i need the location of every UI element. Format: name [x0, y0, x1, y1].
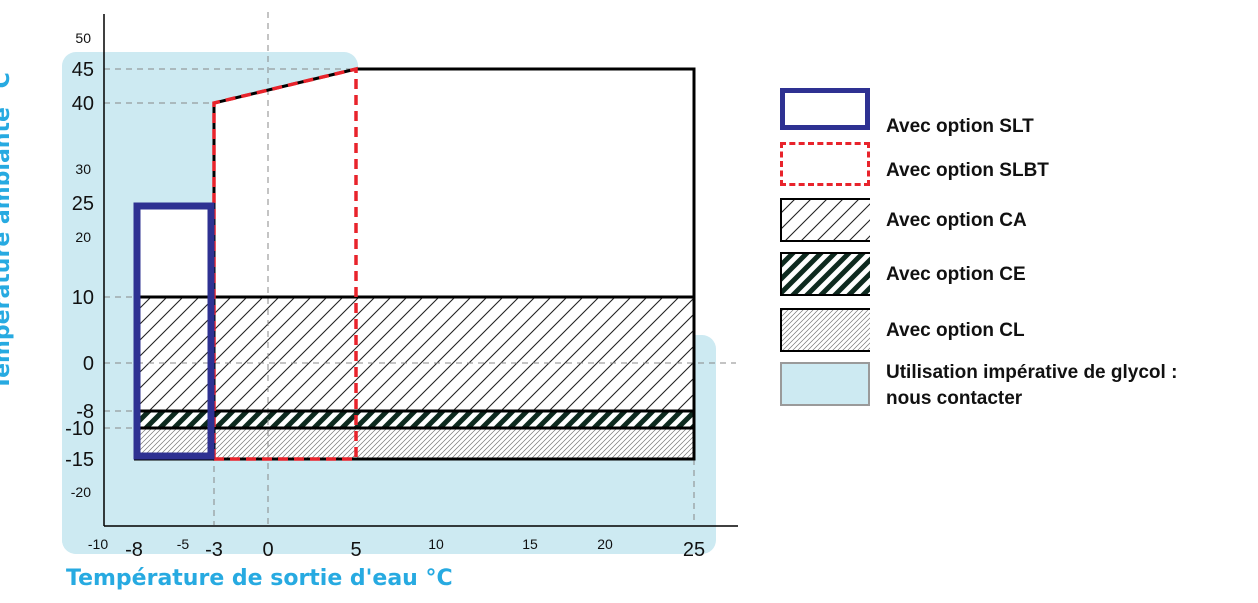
- legend-swatch-slt: [780, 88, 870, 130]
- band-ce: [134, 411, 694, 428]
- y-tick-label: -20: [71, 484, 91, 500]
- band-cl: [134, 428, 694, 459]
- legend-label-glycol-line2: nous contacter: [886, 388, 1023, 409]
- outline-slbt: [212, 66, 358, 461]
- legend-label-ce: Avec option CE: [886, 264, 1026, 285]
- y-tick-label: 10: [72, 287, 94, 309]
- y-tick-label: 20: [75, 229, 91, 245]
- x-tick-label: -10: [88, 536, 108, 552]
- outline-slt: [133, 202, 215, 460]
- y-tick-label: 25: [72, 193, 94, 215]
- x-tick-label: 15: [522, 536, 538, 552]
- y-tick-label: -10: [65, 418, 94, 440]
- y-tick-label: 40: [72, 93, 94, 115]
- outline-standard: [134, 67, 696, 461]
- y-tick-label: 50: [75, 30, 91, 46]
- legend-swatch-cl: [780, 308, 870, 352]
- legend-label-cl: Avec option CL: [886, 320, 1025, 341]
- y-tick-label: 30: [75, 161, 91, 177]
- x-tick-label: 25: [683, 539, 705, 561]
- legend-label-glycol-line1: Utilisation impérative de glycol :: [886, 362, 1178, 383]
- x-tick-label: 20: [597, 536, 613, 552]
- band-ca: [134, 297, 694, 411]
- x-tick-label: -3: [205, 539, 223, 561]
- x-axis-title: Température de sortie d'eau °C: [66, 566, 453, 591]
- x-tick-label: -5: [177, 536, 190, 552]
- y-axis-title: Température ambiante °C: [0, 72, 15, 390]
- x-tick-label: -8: [125, 539, 143, 561]
- x-tick-label: 0: [262, 539, 273, 561]
- y-tick-label: -15: [65, 449, 94, 471]
- x-tick-label: 10: [428, 536, 444, 552]
- legend-swatch-slbt: [780, 142, 870, 186]
- y-tick-label: 45: [72, 59, 94, 81]
- y-tick-label: 0: [83, 353, 94, 375]
- legend-swatch-glycol: [780, 362, 870, 406]
- legend-swatch-ce: [780, 252, 870, 296]
- legend-label-ca: Avec option CA: [886, 210, 1027, 231]
- legend-swatch-ca: [780, 198, 870, 242]
- legend-label-slt: Avec option SLT: [886, 116, 1034, 137]
- legend-label-slbt: Avec option SLBT: [886, 160, 1049, 181]
- y-tick-label: -8: [76, 401, 94, 423]
- x-tick-label: 5: [350, 539, 361, 561]
